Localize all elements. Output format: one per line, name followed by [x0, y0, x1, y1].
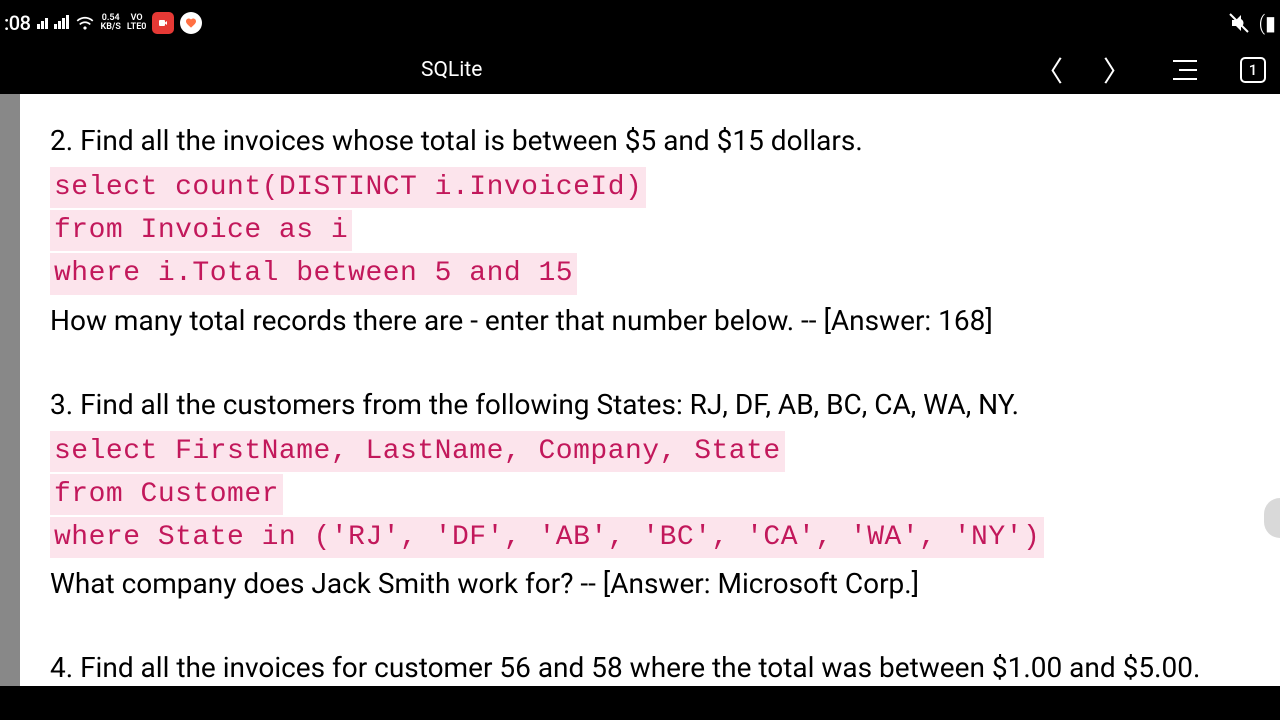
wifi-icon: [75, 13, 95, 33]
question-3-code: select FirstName, LastName, Company, Sta…: [50, 430, 1250, 560]
code-line: select FirstName, LastName, Company, Sta…: [50, 431, 785, 472]
left-edge-strip: [0, 94, 20, 686]
question-2: 2. Find all the invoices whose total is …: [50, 120, 1250, 342]
question-2-code: select count(DISTINCT i.InvoiceId) from …: [50, 166, 1250, 296]
question-2-followup: How many total records there are - enter…: [50, 300, 1250, 342]
question-4: 4. Find all the invoices for customer 56…: [50, 647, 1250, 686]
tabs-button[interactable]: 1: [1238, 55, 1268, 85]
recording-badge-icon: [152, 12, 174, 34]
question-3-followup: What company does Jack Smith work for? -…: [50, 563, 1250, 605]
status-bar-right: (▮: [1227, 11, 1276, 35]
net-type-2: LTE0: [127, 23, 147, 32]
menu-icon: [1173, 60, 1197, 80]
signal-bars-1-icon: [37, 13, 48, 34]
app-badge-icon: [180, 12, 202, 34]
question-3: 3. Find all the customers from the follo…: [50, 384, 1250, 606]
net-speed-unit: KB/S: [101, 23, 121, 32]
forward-button[interactable]: 〉: [1102, 55, 1132, 85]
question-2-prompt: 2. Find all the invoices whose total is …: [50, 120, 1250, 162]
vibrate-mute-icon: [1227, 11, 1251, 35]
code-line: where State in ('RJ', 'DF', 'AB', 'BC', …: [50, 517, 1044, 558]
back-button[interactable]: 〈: [1034, 55, 1064, 85]
menu-button[interactable]: [1170, 55, 1200, 85]
clock: :08: [4, 11, 31, 35]
bottom-nav-bar: [0, 686, 1280, 720]
app-bar: SQLite 〈 〉 1: [0, 46, 1280, 94]
question-3-prompt: 3. Find all the customers from the follo…: [50, 384, 1250, 426]
content-area[interactable]: 2. Find all the invoices whose total is …: [20, 94, 1280, 686]
code-line: select count(DISTINCT i.InvoiceId): [50, 167, 646, 208]
tab-count-badge: 1: [1240, 57, 1266, 83]
network-type-indicator: VO LTE0: [127, 14, 147, 32]
signal-bars-2-icon: [54, 13, 69, 34]
chevron-right-icon: 〉: [1103, 50, 1131, 90]
network-speed-indicator: 0.54 KB/S: [101, 14, 121, 32]
code-line: from Customer: [50, 474, 283, 515]
chevron-left-icon: 〈: [1035, 50, 1063, 90]
code-line: from Invoice as i: [50, 210, 352, 251]
battery-icon: (▮: [1259, 11, 1276, 35]
scroll-indicator[interactable]: [1264, 498, 1280, 538]
question-4-prompt: 4. Find all the invoices for customer 56…: [50, 647, 1250, 686]
page-title: SQLite: [421, 58, 482, 82]
code-line: where i.Total between 5 and 15: [50, 253, 577, 294]
status-bar: :08 0.54 KB/S VO LTE0 (▮: [0, 0, 1280, 46]
status-bar-left: :08 0.54 KB/S VO LTE0: [4, 11, 202, 35]
app-bar-actions: 〈 〉 1: [1034, 55, 1268, 85]
